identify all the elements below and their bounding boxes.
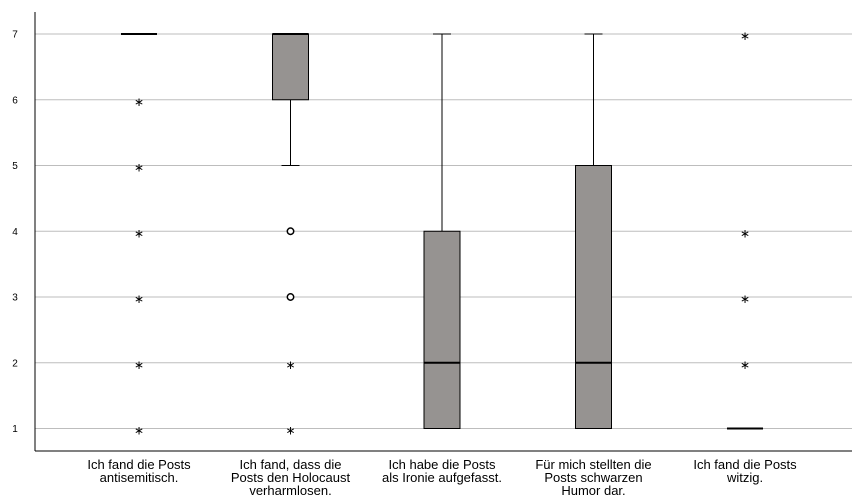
category-label-line: Ich habe die Posts	[389, 457, 496, 472]
category-label-line: antisemitisch.	[100, 470, 179, 485]
extreme-marker: ∗	[740, 29, 750, 43]
box-group-5: ∗ ∗ ∗ ∗	[727, 29, 763, 430]
box-group-3	[423, 33, 461, 429]
extreme-marker: ∗	[134, 95, 144, 109]
box-series: ∗∗∗∗∗∗∗∗∗∗∗∗	[121, 29, 763, 438]
y-tick-label: 6	[12, 95, 18, 106]
y-tick-label: 2	[12, 358, 18, 369]
category-label-line: Ich fand, dass die	[240, 457, 342, 472]
category-label-line: Posts schwarzen	[544, 470, 642, 485]
box-group-1: ∗ ∗ ∗ ∗ ∗ ∗	[121, 33, 157, 438]
extreme-marker: ∗	[134, 358, 144, 372]
category-label-line: verharmlosen.	[249, 483, 331, 498]
outlier-marker	[286, 293, 295, 301]
y-tick-label: 7	[12, 30, 18, 41]
iqr-box	[423, 230, 461, 429]
box-group-2: ∗∗	[272, 33, 309, 438]
extreme-marker: ∗	[134, 226, 144, 240]
y-tick-label: 5	[12, 161, 18, 172]
box-group-4	[575, 33, 612, 429]
extreme-marker: ∗	[134, 424, 144, 438]
extreme-marker: ∗	[740, 226, 750, 240]
extreme-marker: ∗	[285, 424, 295, 438]
extreme-marker: ∗	[134, 161, 144, 175]
y-tick-label: 1	[12, 424, 18, 435]
iqr-box	[575, 165, 612, 429]
category-label-line: Ich fand die Posts	[87, 457, 191, 472]
category-label-line: Posts den Holocaust	[231, 470, 351, 485]
extreme-marker: ∗	[740, 358, 750, 372]
category-label-line: witzig.	[726, 470, 763, 485]
outlier-marker	[286, 227, 295, 236]
extreme-marker: ∗	[134, 292, 144, 306]
iqr-box	[272, 33, 309, 101]
y-tick-labels: 1 2 3 4 5 6 7	[12, 30, 18, 436]
category-label-line: Für mich stellten die	[535, 457, 651, 472]
category-label-line: als Ironie aufgefasst.	[382, 470, 502, 485]
category-label-line: Ich fand die Posts	[693, 457, 797, 472]
axes	[34, 12, 852, 452]
y-tick-label: 3	[12, 293, 18, 304]
extreme-marker: ∗	[285, 358, 295, 372]
category-label-line: Humor dar.	[561, 483, 625, 498]
y-tick-label: 4	[12, 227, 18, 238]
extreme-marker: ∗	[740, 292, 750, 306]
